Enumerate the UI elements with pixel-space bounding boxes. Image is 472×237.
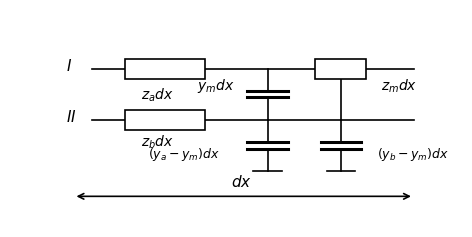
Bar [315, 59, 366, 79]
Bar [125, 110, 205, 130]
Text: $z_m dx$: $z_m dx$ [381, 77, 417, 95]
Text: $z_b dx$: $z_b dx$ [141, 134, 174, 151]
Text: $y_m dx$: $y_m dx$ [197, 77, 235, 95]
Text: $(y_a - y_m)dx$: $(y_a - y_m)dx$ [148, 146, 220, 163]
Text: $(y_b - y_m)dx$: $(y_b - y_m)dx$ [377, 146, 449, 163]
Text: $I$: $I$ [66, 58, 72, 74]
Text: $II$: $II$ [66, 109, 77, 125]
Bar [125, 59, 205, 79]
Text: $dx$: $dx$ [231, 174, 253, 190]
Text: $z_a dx$: $z_a dx$ [141, 86, 174, 104]
